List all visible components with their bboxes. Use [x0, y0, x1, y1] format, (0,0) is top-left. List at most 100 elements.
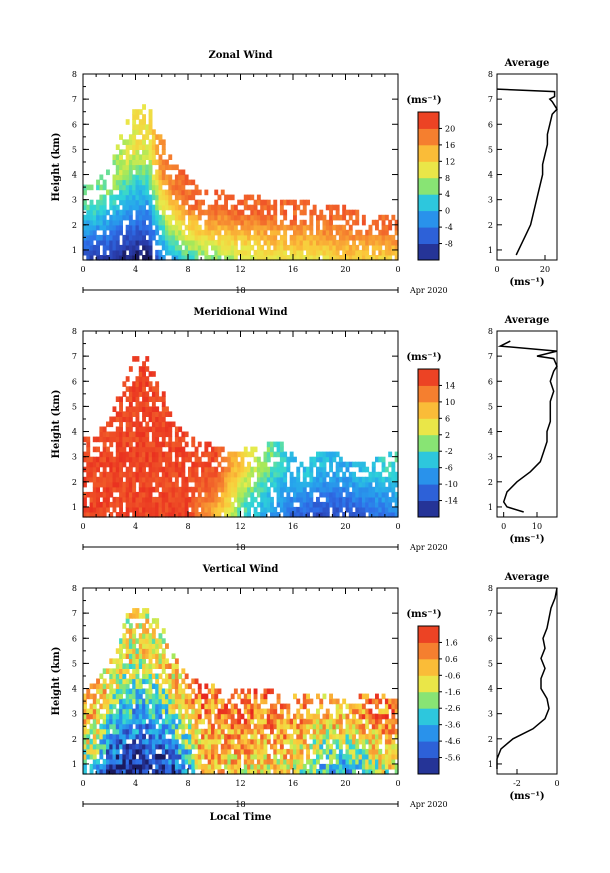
heatmap-cell: [253, 512, 258, 518]
heatmap-cell: [381, 501, 386, 508]
heatmap-cell: [329, 496, 333, 503]
heatmap-cell: [145, 512, 150, 518]
heatmap-cell: [230, 769, 235, 775]
heatmap-cell: [165, 512, 169, 518]
heatmap-cell: [142, 496, 146, 503]
heatmap-cell: [263, 506, 268, 513]
heatmap-cell: [161, 401, 166, 407]
heatmap-cell: [119, 441, 123, 448]
heatmap-cell: [135, 431, 140, 438]
heatmap-cell: [174, 184, 179, 191]
heatmap-cell: [391, 244, 396, 251]
heatmap-cell: [256, 224, 261, 231]
heatmap-cell: [128, 194, 133, 201]
heatmap-cell: [224, 743, 228, 750]
heatmap-cell: [332, 471, 337, 478]
heatmap-cell: [148, 386, 153, 392]
heatmap-cell: [168, 688, 173, 695]
heatmap-cell: [184, 683, 189, 690]
heatmap-cell: [145, 396, 150, 402]
heatmap-cell: [283, 769, 288, 775]
heatmap-cell: [319, 512, 324, 518]
heatmap-cell: [204, 239, 209, 246]
heatmap-cell: [112, 673, 117, 680]
heatmap-cell: [256, 723, 261, 730]
heatmap-cell: [233, 249, 238, 256]
heatmap-cell: [299, 496, 304, 503]
heatmap-cell: [332, 748, 337, 755]
heatmap-cell: [335, 708, 340, 715]
heatmap-cell: [250, 209, 255, 216]
heatmap-cell: [102, 728, 107, 735]
heatmap-cell: [375, 713, 379, 720]
heatmap-cell: [211, 209, 215, 216]
heatmap-cell: [168, 763, 173, 770]
heatmap-cell: [378, 748, 383, 755]
heatmap-cell: [384, 713, 389, 720]
heatmap-cell: [161, 431, 166, 438]
heatmap-cell: [161, 491, 166, 498]
heatmap-cell: [165, 234, 169, 241]
heatmap-cell: [224, 708, 228, 715]
heatmap-cell: [286, 486, 291, 493]
heatmap-cell: [145, 426, 150, 433]
heatmap-cell: [158, 743, 163, 750]
heatmap-cell: [142, 169, 146, 176]
heatmap-cell: [106, 451, 110, 458]
heatmap-cell: [227, 471, 232, 478]
heatmap-cell: [145, 638, 150, 644]
heatmap-cell: [86, 728, 91, 735]
heatmap-cell: [184, 673, 189, 680]
heatmap-cell: [119, 481, 123, 488]
heatmap-cell: [358, 758, 363, 765]
heatmap-cell: [338, 496, 343, 503]
heatmap-cell: [348, 718, 353, 725]
heatmap-cell: [112, 763, 117, 770]
heatmap-cell: [158, 441, 163, 448]
heatmap-cell: [381, 506, 386, 513]
heatmap-cell: [217, 239, 222, 246]
heatmap-cell: [296, 728, 301, 735]
heatmap-cell: [338, 501, 343, 508]
heatmap-cell: [125, 708, 130, 715]
heatmap-cell: [145, 446, 150, 453]
heatmap-cell: [325, 255, 330, 261]
heatmap-cell: [125, 154, 130, 160]
heatmap-cell: [325, 224, 330, 231]
heatmap-cell: [119, 255, 123, 261]
heatmap-cell: [270, 501, 274, 508]
heatmap-cell: [309, 209, 314, 216]
heatmap-cell: [260, 466, 265, 473]
heatmap-cell: [178, 501, 183, 508]
heatmap-cell: [253, 446, 258, 453]
heatmap-cell: [394, 763, 399, 770]
heatmap-cell: [178, 244, 183, 251]
heatmap-cell: [302, 209, 307, 216]
heatmap-cell: [151, 506, 156, 513]
heatmap-cell: [132, 124, 137, 130]
heatmap-cell: [99, 728, 104, 735]
heatmap-cell: [151, 633, 156, 639]
heatmap-cell: [181, 668, 186, 674]
heatmap-cell: [174, 486, 179, 493]
heatmap-cell: [125, 491, 130, 498]
heatmap-cell: [168, 184, 173, 191]
heatmap-cell: [211, 703, 215, 710]
heatmap-cell: [194, 471, 199, 478]
heatmap-cell: [138, 738, 143, 745]
heatmap-cell: [306, 501, 310, 508]
heatmap-cell: [106, 255, 110, 261]
heatmap-cell: [214, 743, 219, 750]
heatmap-cell: [299, 491, 304, 498]
heatmap-cell: [161, 501, 166, 508]
heatmap-cell: [352, 512, 356, 518]
heatmap-cell: [135, 688, 140, 695]
heatmap-cell: [188, 476, 192, 483]
heatmap-cell: [378, 239, 383, 246]
heatmap-cell: [240, 486, 245, 493]
heatmap-cell: [233, 456, 238, 463]
heatmap-cell: [151, 733, 156, 740]
heatmap-cell: [178, 461, 183, 468]
heatmap-cell: [240, 249, 245, 256]
heatmap-cell: [151, 728, 156, 735]
